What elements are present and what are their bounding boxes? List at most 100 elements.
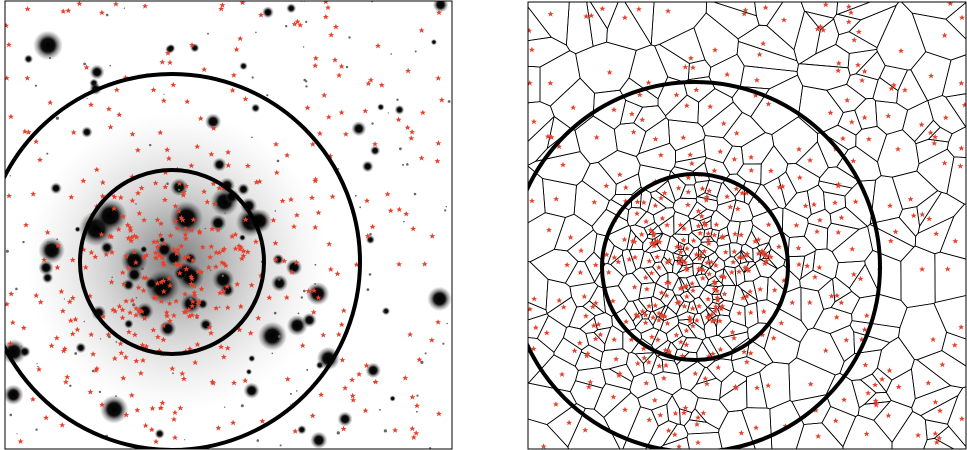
voronoi-cell [924, 419, 950, 441]
star-marker [631, 284, 638, 290]
faint-source [406, 163, 409, 166]
voronoi-cell [643, 221, 659, 236]
faint-source [224, 212, 226, 214]
faint-source [295, 390, 298, 392]
voronoi-cell [916, 190, 943, 228]
voronoi-cell [626, 228, 637, 251]
star-marker [795, 245, 802, 251]
star-marker [721, 291, 728, 297]
faint-source [9, 175, 12, 177]
star-marker [753, 424, 760, 431]
star-marker [675, 185, 682, 191]
voronoi-cell [565, 2, 594, 55]
star-marker [918, 121, 925, 128]
star-marker [599, 5, 606, 12]
voronoi-cell [916, 148, 955, 195]
star-marker [828, 293, 835, 299]
star-marker [958, 324, 965, 330]
voronoi-cell [593, 326, 612, 345]
faint-source [34, 84, 38, 87]
star-marker [706, 187, 713, 194]
voronoi-cell [694, 397, 729, 430]
voronoi-cell [885, 368, 916, 409]
faint-source [166, 182, 169, 185]
voronoi-cell [697, 243, 716, 258]
voronoi-cell [528, 261, 549, 311]
star-marker [652, 136, 659, 142]
right-frame [527, 1, 967, 450]
star-marker [958, 145, 965, 151]
star-marker [736, 268, 742, 275]
voronoi-cell [703, 227, 713, 238]
star-marker [646, 258, 653, 264]
faint-source [403, 220, 405, 223]
star-marker [841, 396, 848, 403]
star-marker [827, 109, 834, 116]
voronoi-cell [642, 351, 658, 374]
faint-source [314, 263, 317, 266]
star-marker [622, 406, 628, 413]
faint-source [279, 444, 282, 447]
voronoi-cell [657, 76, 688, 117]
star-marker [879, 376, 886, 382]
faint-source [99, 338, 102, 340]
faint-source [132, 303, 136, 307]
voronoi-cell [933, 295, 966, 340]
star-marker [597, 331, 604, 338]
star-marker [634, 198, 641, 205]
star-marker [872, 381, 879, 388]
star-blob [154, 428, 165, 439]
star-marker [695, 223, 702, 229]
star-marker [925, 380, 932, 386]
star-marker [582, 427, 589, 433]
star-marker [895, 383, 902, 390]
voronoi-cell [872, 76, 899, 104]
star-blob [212, 157, 227, 172]
faint-source [402, 163, 404, 166]
voronoi-cell [686, 300, 699, 315]
star-marker [621, 14, 628, 21]
voronoi-cell [693, 180, 710, 198]
voronoi-cell [864, 249, 902, 301]
star-marker [728, 269, 735, 275]
star-marker [613, 356, 620, 362]
voronoi-cell [528, 2, 570, 46]
voronoi-cell [746, 371, 768, 409]
star-marker [885, 412, 892, 419]
star-marker [591, 199, 598, 205]
star-marker [659, 215, 666, 221]
star-marker [748, 167, 755, 173]
star-marker [560, 304, 567, 310]
star-marker [687, 55, 694, 61]
star-blob [430, 39, 437, 46]
voronoi-cell [718, 299, 734, 312]
voronoi-cell [839, 349, 883, 381]
voronoi-cell [934, 251, 966, 304]
faint-source [348, 36, 351, 39]
voronoi-cell [607, 245, 624, 266]
star-marker [700, 410, 707, 416]
star-marker [806, 299, 813, 306]
voronoi-cell [718, 409, 756, 449]
star-blob [74, 226, 81, 233]
star-marker [646, 303, 653, 309]
star-marker [724, 193, 731, 200]
voronoi-cell [826, 222, 860, 253]
faint-source [123, 7, 126, 9]
voronoi-cell [854, 97, 878, 130]
star-blob [389, 395, 396, 402]
faint-source [46, 152, 49, 155]
voronoi-cell [676, 351, 698, 375]
star-marker [606, 69, 613, 75]
voronoi-cell [787, 235, 817, 258]
star-marker [547, 80, 554, 86]
voronoi-cell [832, 276, 853, 303]
star-marker [616, 171, 623, 178]
star-marker [947, 2, 954, 7]
faint-source [366, 288, 370, 291]
star-marker [944, 266, 951, 272]
star-marker [748, 154, 755, 160]
star-marker [683, 293, 690, 300]
faint-source [305, 20, 308, 23]
star-marker [695, 414, 701, 421]
